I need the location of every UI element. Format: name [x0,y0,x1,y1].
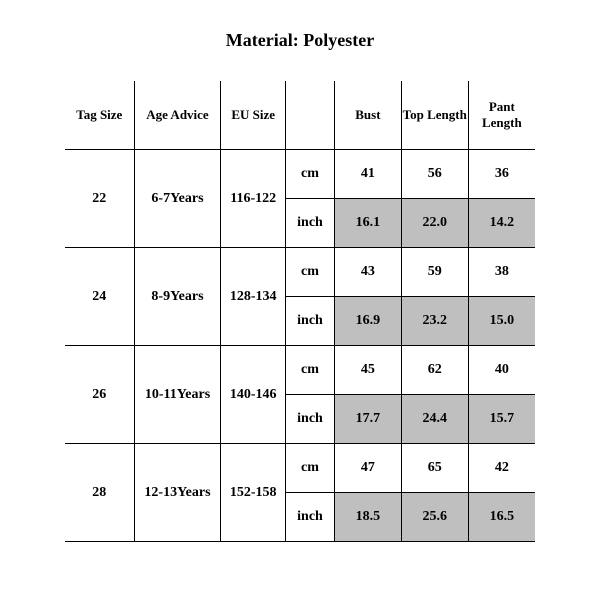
cell-pant-length: 38 [468,248,535,297]
cell-top-length: 65 [401,444,468,493]
cell-top-length: 56 [401,150,468,199]
cell-pant-length: 36 [468,150,535,199]
cell-pant-length: 15.7 [468,395,535,444]
cell-top-length: 59 [401,248,468,297]
cell-unit: inch [286,395,335,444]
cell-age-advice: 6-7Years [134,150,221,248]
cell-tag-size: 22 [65,150,134,248]
cell-pant-length: 14.2 [468,199,535,248]
cell-pant-length: 42 [468,444,535,493]
col-eu-size: EU Size [221,81,286,150]
cell-bust: 43 [335,248,402,297]
cell-age-advice: 12-13Years [134,444,221,542]
cell-unit: cm [286,150,335,199]
cell-bust: 16.1 [335,199,402,248]
cell-unit: cm [286,346,335,395]
cell-pant-length: 15.0 [468,297,535,346]
col-bust: Bust [335,81,402,150]
table-row: 26 10-11Years 140-146 cm 45 62 40 [65,346,535,395]
cell-bust: 45 [335,346,402,395]
table-row: 28 12-13Years 152-158 cm 47 65 42 [65,444,535,493]
cell-top-length: 23.2 [401,297,468,346]
cell-pant-length: 16.5 [468,493,535,542]
cell-bust: 47 [335,444,402,493]
table-row: 22 6-7Years 116-122 cm 41 56 36 [65,150,535,199]
page-title: Material: Polyester [0,30,600,51]
cell-eu-size: 128-134 [221,248,286,346]
cell-tag-size: 24 [65,248,134,346]
col-unit [286,81,335,150]
cell-eu-size: 152-158 [221,444,286,542]
cell-unit: inch [286,199,335,248]
cell-unit: inch [286,297,335,346]
cell-age-advice: 10-11Years [134,346,221,444]
cell-bust: 17.7 [335,395,402,444]
cell-eu-size: 140-146 [221,346,286,444]
col-age-advice: Age Advice [134,81,221,150]
col-pant-length: Pant Length [468,81,535,150]
cell-tag-size: 26 [65,346,134,444]
table-row: 24 8-9Years 128-134 cm 43 59 38 [65,248,535,297]
cell-tag-size: 28 [65,444,134,542]
cell-top-length: 62 [401,346,468,395]
cell-top-length: 24.4 [401,395,468,444]
cell-eu-size: 116-122 [221,150,286,248]
col-top-length: Top Length [401,81,468,150]
cell-unit: cm [286,248,335,297]
cell-bust: 41 [335,150,402,199]
cell-top-length: 22.0 [401,199,468,248]
cell-unit: cm [286,444,335,493]
cell-unit: inch [286,493,335,542]
table-header-row: Tag Size Age Advice EU Size Bust Top Len… [65,81,535,150]
cell-pant-length: 40 [468,346,535,395]
col-tag-size: Tag Size [65,81,134,150]
size-table: Tag Size Age Advice EU Size Bust Top Len… [65,81,535,542]
cell-bust: 18.5 [335,493,402,542]
cell-top-length: 25.6 [401,493,468,542]
cell-age-advice: 8-9Years [134,248,221,346]
table-body: 22 6-7Years 116-122 cm 41 56 36 inch 16.… [65,150,535,542]
cell-bust: 16.9 [335,297,402,346]
